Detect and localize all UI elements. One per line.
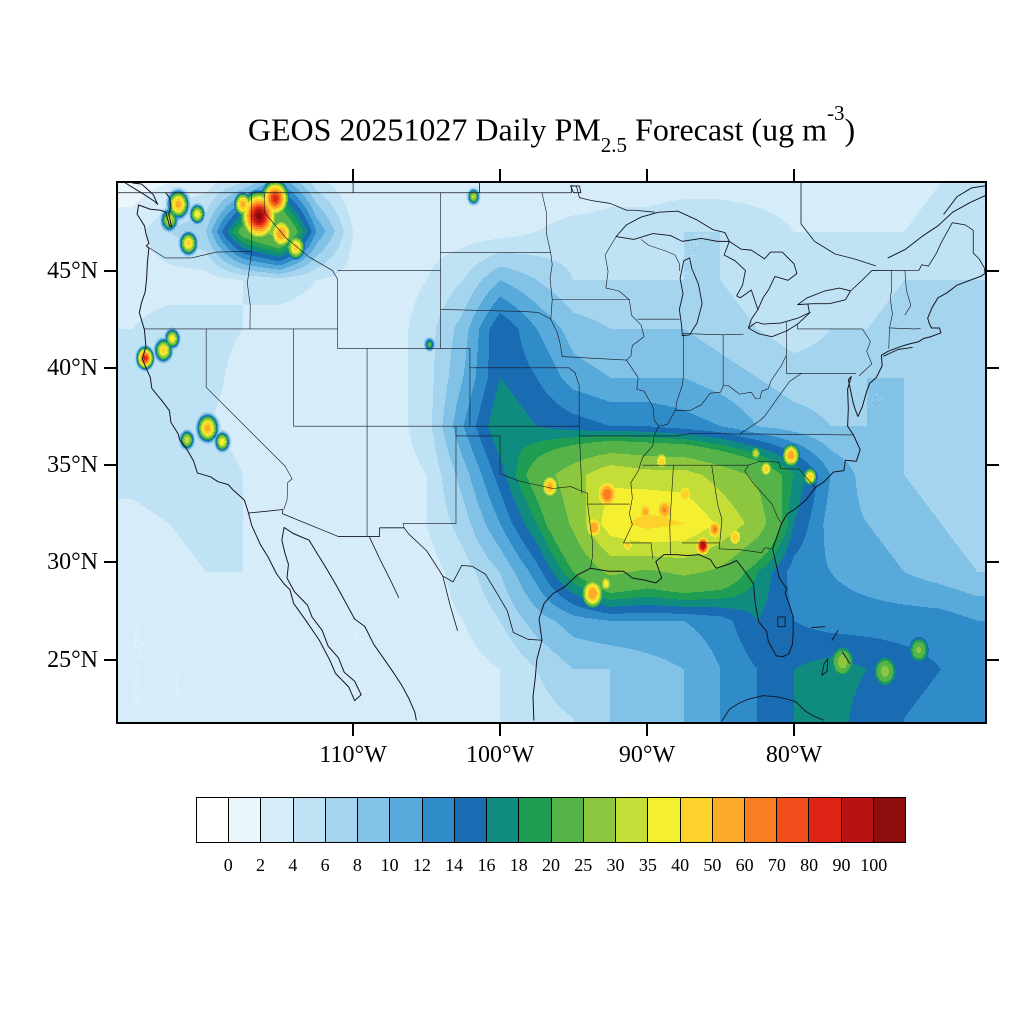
lon-tick-label: 80°W <box>765 742 823 768</box>
colorbar-tick-label: 14 <box>445 855 464 875</box>
colorbar-segment <box>453 797 488 843</box>
lat-tick-label: 35°N <box>47 452 98 479</box>
colorbar-segment <box>711 797 745 843</box>
colorbar-tick-label: 35 <box>638 855 657 875</box>
tick-mark <box>646 722 649 736</box>
tick-mark <box>104 561 118 564</box>
plot-title: GEOS 20251027 Daily PM2.5 Forecast (ug m… <box>118 101 985 158</box>
lat-tick-label: 25°N <box>47 646 98 673</box>
colorbar-tick-label: 12 <box>412 855 431 875</box>
colorbar-segment <box>840 797 874 843</box>
colorbar-segment <box>647 797 681 843</box>
colorbar-tick-label: 16 <box>477 855 496 875</box>
colorbar-segment <box>486 797 520 843</box>
colorbar-tick-label: 20 <box>542 855 560 875</box>
map-canvas <box>118 183 985 722</box>
colorbar-tick-label: 18 <box>509 855 528 875</box>
tick-mark <box>352 722 355 736</box>
tick-mark <box>985 658 999 661</box>
colorbar-tick-label: 2 <box>256 855 266 875</box>
colorbar-tick-label: 100 <box>860 855 888 875</box>
colorbar-segment <box>324 797 359 843</box>
title-suffix: ) <box>844 111 856 148</box>
title-prefix: GEOS 20251027 Daily PM <box>247 111 601 148</box>
tick-mark <box>104 464 118 467</box>
tick-mark <box>985 561 999 564</box>
colorbar-segment <box>550 797 584 843</box>
colorbar-tick-label: 0 <box>223 855 233 875</box>
lat-tick-label: 45°N <box>47 257 98 284</box>
lon-tick-label: 110°W <box>319 742 387 768</box>
colorbar-tick-label: 8 <box>352 855 362 875</box>
lat-tick-label: 30°N <box>47 549 98 576</box>
tick-mark <box>104 269 118 272</box>
colorbar-tick-label: 60 <box>735 855 754 875</box>
colorbar-segment <box>872 797 907 843</box>
title-middle: Forecast (ug m <box>627 111 827 148</box>
lat-tick-label: 40°N <box>47 354 98 381</box>
colorbar-tick-label: 6 <box>320 855 330 875</box>
colorbar-segment <box>808 797 842 843</box>
colorbar-tick-label: 50 <box>703 855 722 875</box>
colorbar <box>196 797 907 843</box>
colorbar-segment <box>615 797 649 843</box>
title-subscript: 2.5 <box>600 133 628 158</box>
colorbar-tick-label: 30 <box>606 855 625 875</box>
tick-mark <box>985 464 999 467</box>
colorbar-tick-label: 10 <box>380 855 399 875</box>
tick-mark <box>792 722 795 736</box>
tick-mark <box>792 169 795 183</box>
colorbar-segment <box>776 797 810 843</box>
colorbar-segment <box>389 797 423 843</box>
colorbar-tick-label: 4 <box>288 855 298 875</box>
tick-mark <box>499 169 502 183</box>
colorbar-segment <box>260 797 294 843</box>
colorbar-segment <box>582 797 617 843</box>
colorbar-tick-label: 80 <box>800 855 819 875</box>
colorbar-segment <box>679 797 713 843</box>
lon-tick-label: 100°W <box>465 742 535 768</box>
colorbar-segment <box>196 797 230 843</box>
lon-tick-label: 90°W <box>618 742 676 768</box>
colorbar-segment <box>743 797 778 843</box>
tick-mark <box>985 269 999 272</box>
colorbar-tick-label: 70 <box>767 855 786 875</box>
tick-mark <box>646 169 649 183</box>
colorbar-segment <box>228 797 262 843</box>
colorbar-tick-label: 40 <box>671 855 690 875</box>
tick-mark <box>352 169 355 183</box>
tick-mark <box>104 366 118 369</box>
colorbar-segment <box>421 797 455 843</box>
colorbar-segment <box>292 797 326 843</box>
tick-mark <box>104 658 118 661</box>
colorbar-segment <box>357 797 391 843</box>
tick-mark <box>499 722 502 736</box>
colorbar-segment <box>518 797 552 843</box>
title-superscript: -3 <box>826 101 845 125</box>
colorbar-tick-label: 25 <box>574 855 593 875</box>
tick-mark <box>985 366 999 369</box>
colorbar-tick-label: 90 <box>832 855 851 875</box>
